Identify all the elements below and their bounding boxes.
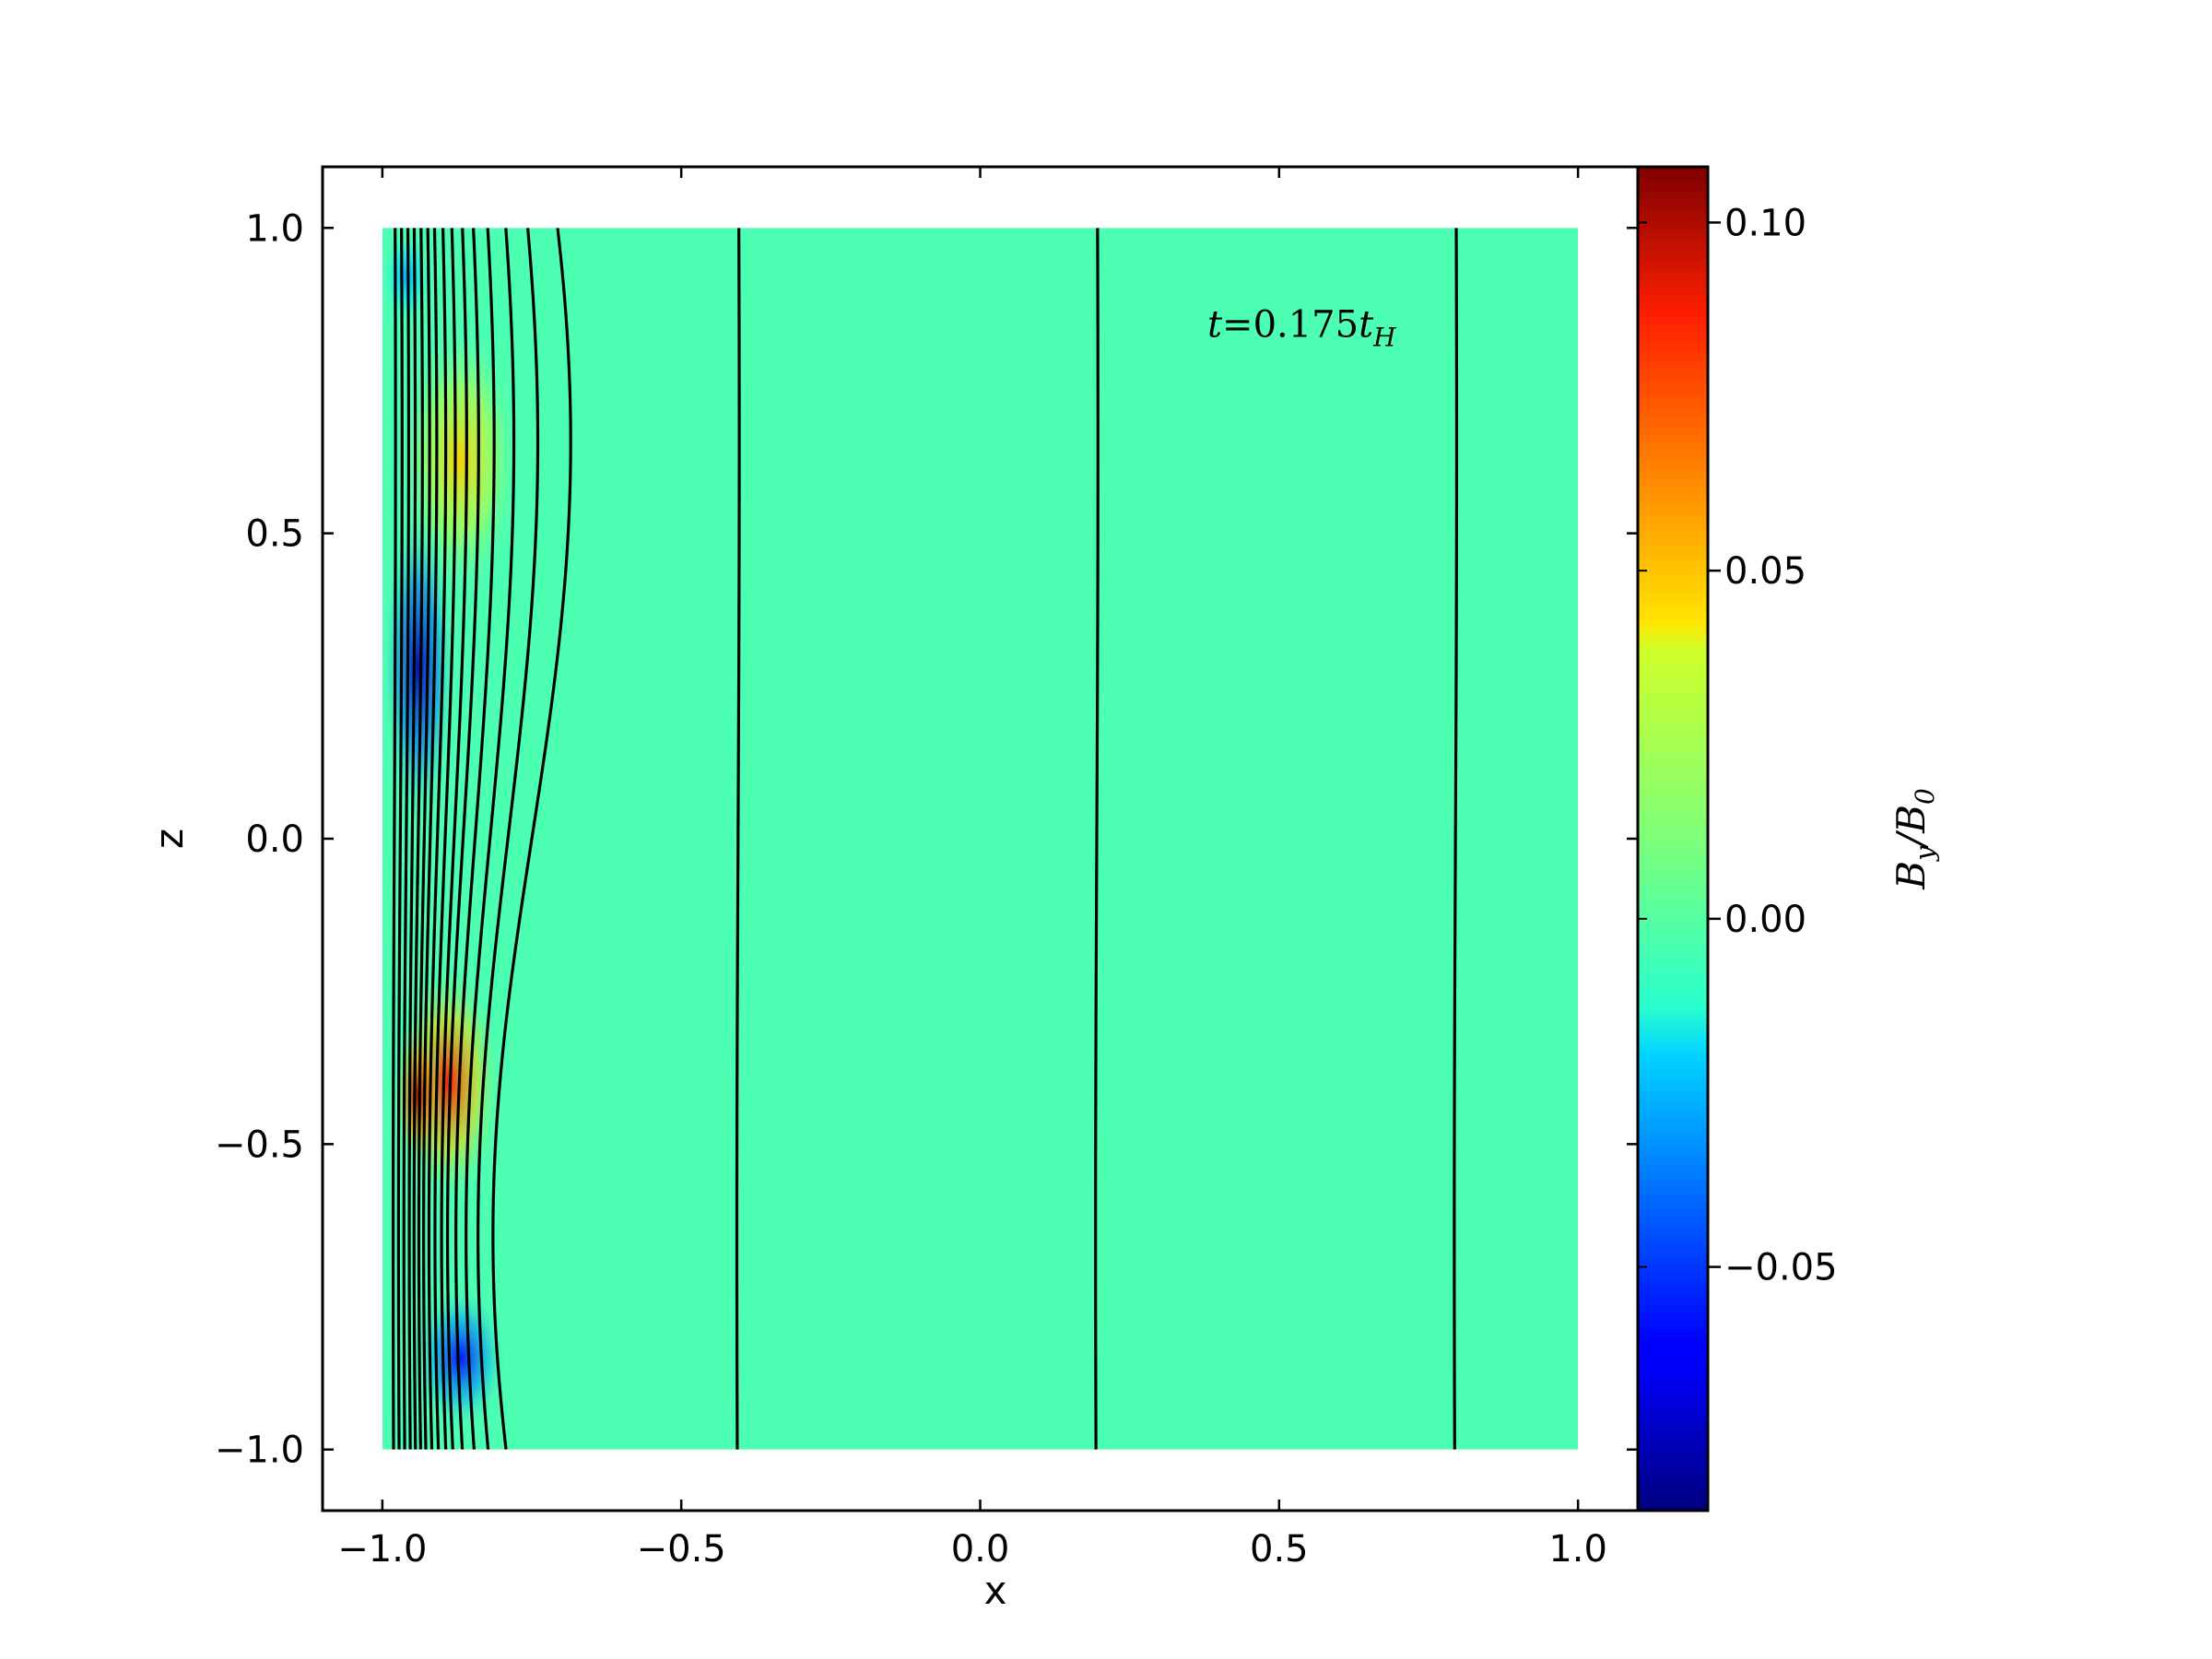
colorbar-tick-label: −0.05 — [1724, 1247, 1838, 1289]
colorbar-ticks: 0.10 0.05 0.00 −0.05 — [1638, 202, 1838, 1289]
contour-line — [396, 228, 404, 1450]
annotation-value: 0.175 — [1253, 303, 1359, 346]
colorbar-label-sub: y — [1910, 845, 1940, 863]
y-axis-ticks: −1.0 −0.5 0.0 0.5 1.0 — [215, 207, 1638, 1472]
contour-line — [391, 228, 397, 1450]
colorbar-tick-label: 0.10 — [1724, 202, 1806, 244]
colorbar-label-slash: / — [1888, 830, 1934, 850]
x-axis-label: x — [984, 1568, 1007, 1613]
x-tick-label: −0.5 — [637, 1528, 726, 1571]
y-tick-label: 0.0 — [245, 818, 304, 861]
contour-line — [1453, 228, 1459, 1450]
time-annotation: t=0.175tH — [1207, 303, 1396, 352]
colorbar-tick-label: 0.00 — [1724, 899, 1806, 941]
annotation-var-2: t — [1359, 303, 1374, 346]
y-tick-label: 0.5 — [245, 513, 304, 556]
x-tick-label: 0.5 — [1250, 1528, 1309, 1571]
colorbar-gradient — [1638, 167, 1708, 1511]
contour-line — [402, 228, 410, 1450]
contour-line — [491, 228, 572, 1450]
contour-line — [1094, 228, 1100, 1450]
x-tick-label: −1.0 — [337, 1528, 427, 1571]
heatmap-field — [382, 228, 1579, 1450]
annotation-var: t — [1207, 303, 1223, 346]
y-tick-label: −0.5 — [215, 1124, 304, 1166]
contour-line — [465, 228, 516, 1450]
contour-line — [417, 228, 431, 1450]
colorbar: 0.100.050.00−0.05 By/B0 — [1636, 165, 1940, 1512]
main-axes: −1.0 −0.5 0.0 0.5 1.0 −1.0−0.50.00.51.0 x z … — [147, 165, 1640, 1613]
heatmap-layer — [382, 228, 1579, 1450]
contour-line — [454, 228, 496, 1450]
y-tick-label: −1.0 — [215, 1430, 304, 1472]
contour-line — [477, 228, 540, 1450]
contour-line — [427, 228, 448, 1450]
colorbar-label: By/B0 — [1888, 788, 1940, 890]
colorbar-label-den-sub: 0 — [1910, 788, 1940, 805]
contour-layer — [391, 228, 1459, 1450]
contour-line — [445, 228, 480, 1450]
x-axis-ticks: −1.0 −0.5 0.0 0.5 1.0 — [337, 167, 1607, 1571]
colorbar-label-den: B — [1888, 805, 1934, 834]
contour-line — [422, 228, 439, 1450]
colorbar-label-main: B — [1888, 861, 1934, 890]
contour-line — [433, 228, 457, 1450]
colorbar-tick-label: 0.05 — [1724, 550, 1806, 593]
annotation-equals: = — [1222, 303, 1253, 346]
contour-line — [735, 228, 741, 1450]
contour-line — [412, 228, 424, 1450]
heatmap-background — [382, 228, 1579, 1450]
contour-line — [407, 228, 418, 1450]
colorbar-frame — [1636, 165, 1710, 1512]
contour-line — [440, 228, 468, 1450]
x-tick-label: 1.0 — [1548, 1528, 1607, 1571]
y-tick-label: 1.0 — [245, 207, 304, 250]
x-tick-label: 0.0 — [951, 1528, 1010, 1571]
annotation-sub: H — [1372, 322, 1396, 352]
y-axis-label: z — [147, 829, 192, 849]
